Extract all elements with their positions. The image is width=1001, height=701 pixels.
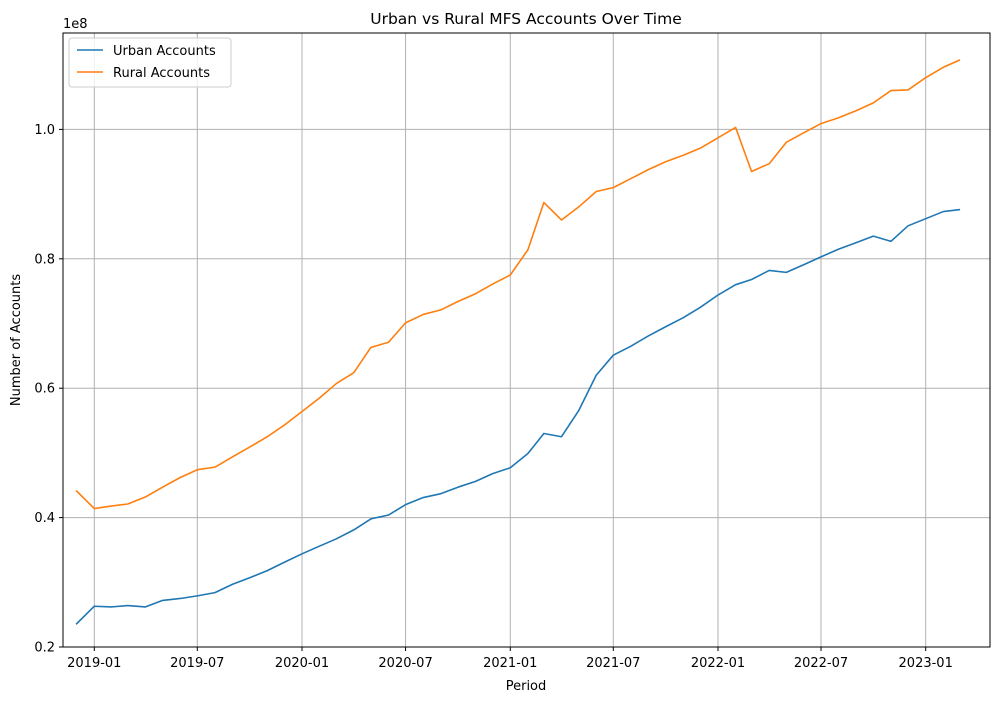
x-tick-label: 2021-07 (586, 656, 640, 671)
gridlines (63, 33, 990, 648)
chart-title: Urban vs Rural MFS Accounts Over Time (370, 10, 682, 28)
y-tick-label: 0.6 (34, 382, 55, 397)
x-tick-label: 2019-07 (170, 656, 224, 671)
y-tick-label: 0.4 (34, 511, 55, 526)
x-tick-label: 2022-07 (794, 656, 848, 671)
x-axis: 2019-01 2019-07 2020-01 2020-07 2021-01 2021-… (67, 647, 953, 671)
x-tick-label: 2021-01 (483, 656, 537, 671)
plot-frame (62, 32, 991, 648)
y-axis-label: Number of Accounts (9, 274, 24, 407)
y-tick-label: 0.8 (34, 252, 55, 267)
x-tick-label: 2022-01 (691, 656, 745, 671)
legend-label-rural: Rural Accounts (113, 66, 210, 81)
y-tick-label: 1.0 (34, 123, 55, 138)
legend-box (68, 37, 232, 88)
legend: Urban Accounts Rural Accounts (68, 37, 232, 88)
x-axis-label: Period (506, 679, 547, 694)
x-tick-label: 2020-07 (378, 656, 432, 671)
x-tick-label: 2019-01 (67, 656, 121, 671)
y-tick-label: 0.2 (34, 641, 55, 656)
x-tick-label: 2020-01 (275, 656, 329, 671)
series-layer (75, 59, 961, 625)
series-line-urban-accounts (75, 208, 961, 625)
y-offset-label: 1e8 (63, 17, 88, 32)
series-line-rural-accounts (75, 59, 961, 510)
x-tick-label: 2023-01 (899, 656, 953, 671)
legend-label-urban: Urban Accounts (113, 44, 216, 59)
y-axis: 0.2 0.4 0.6 0.8 1.0 (34, 123, 63, 656)
